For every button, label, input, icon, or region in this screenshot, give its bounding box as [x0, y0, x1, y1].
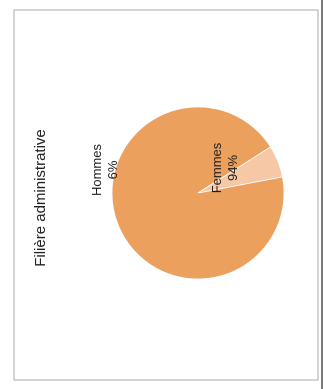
slice-value-label-femmes: 94%	[225, 155, 240, 181]
pie	[111, 106, 285, 280]
slice-name-label-hommes: Hommes	[89, 144, 104, 197]
slice-name-label-femmes: Femmes	[209, 142, 224, 193]
chart-frame	[13, 9, 319, 381]
pie-labels: Femmes 94% Hommes 6%	[89, 142, 240, 196]
pie-slice-hommes	[197, 146, 283, 194]
slice-value-label-hommes: 6%	[105, 160, 120, 179]
chart-rotated-group: Filière administrative Femmes 94% Hommes 6%	[32, 106, 285, 280]
chart-title: Filière administrative	[32, 129, 49, 267]
